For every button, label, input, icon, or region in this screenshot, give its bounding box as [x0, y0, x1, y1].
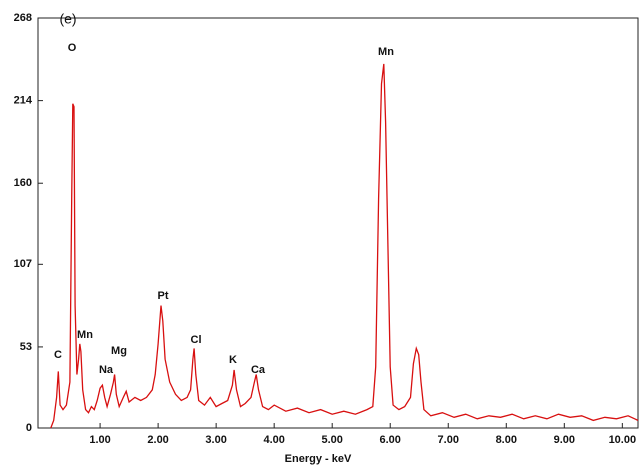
spectrum-line: [50, 63, 639, 429]
y-tick-label: 107: [14, 258, 32, 270]
y-tick-label: 53: [20, 341, 32, 353]
x-tick-label: 10.00: [609, 434, 637, 446]
peak-label: Mg: [111, 345, 127, 357]
peak-label: K: [229, 354, 237, 366]
x-tick-label: 8.00: [496, 434, 517, 446]
peak-label: Mn: [378, 46, 394, 58]
peak-label: O: [68, 42, 77, 54]
peak-label: Mn: [77, 329, 93, 341]
plot-frame: [37, 17, 639, 429]
y-tick-label: 268: [14, 12, 32, 24]
x-tick-label: 5.00: [321, 434, 342, 446]
peak-label: C: [54, 349, 62, 361]
peak-label: Ca: [251, 364, 266, 376]
x-tick-label: 6.00: [380, 434, 401, 446]
peak-label: Na: [99, 364, 114, 376]
x-tick-label: 1.00: [89, 434, 110, 446]
peak-label: Cl: [191, 334, 202, 346]
x-tick-label: 7.00: [438, 434, 459, 446]
y-tick-label: 214: [14, 95, 33, 107]
panel-label: (e): [59, 11, 76, 27]
x-tick-label: 3.00: [205, 434, 226, 446]
y-tick-label: 0: [26, 422, 32, 434]
peak-label: Pt: [158, 290, 169, 302]
x-tick-label: 4.00: [263, 434, 284, 446]
y-tick-label: 160: [14, 177, 32, 189]
x-tick-label: 2.00: [147, 434, 168, 446]
x-tick-label: 9.00: [554, 434, 575, 446]
x-axis-label: Energy - keV: [285, 453, 352, 465]
